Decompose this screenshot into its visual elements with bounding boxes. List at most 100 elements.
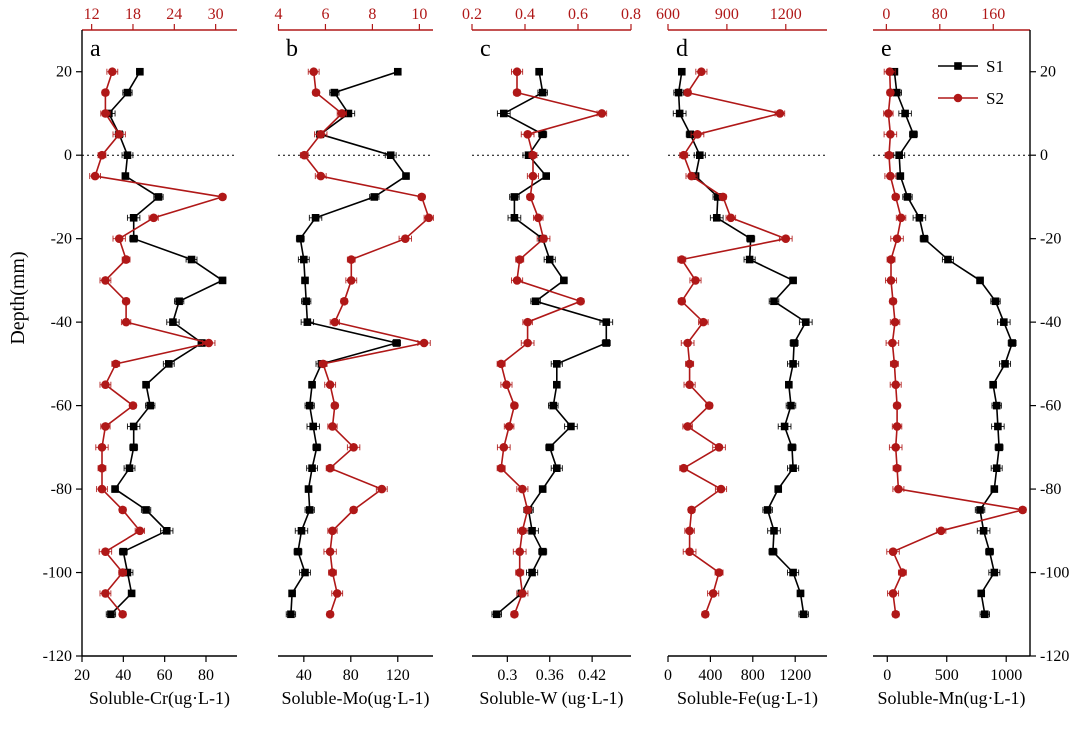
data-point-s2 (896, 213, 906, 223)
data-point-s2 (888, 547, 898, 556)
right-depth-tick-label: -120 (1040, 648, 1069, 665)
data-point-s2 (496, 359, 506, 369)
data-point-s2 (891, 380, 901, 390)
data-point-s2 (781, 234, 791, 243)
data-point-s2 (328, 526, 337, 536)
data-point-s1 (545, 255, 554, 264)
data-point-s1 (995, 443, 1003, 452)
data-point-s1 (785, 380, 793, 389)
data-point-s1 (677, 67, 686, 76)
data-point-s2 (888, 296, 898, 306)
series-line-s1 (496, 71, 608, 615)
data-point-s2 (97, 443, 107, 452)
depth-tick-label: -40 (51, 314, 72, 331)
data-point-s1 (175, 297, 183, 306)
data-point-s1 (129, 443, 138, 452)
data-point-s2 (330, 317, 340, 327)
data-point-s2 (108, 67, 117, 77)
top-tick-label: 8 (368, 6, 376, 23)
data-point-s2 (316, 130, 326, 139)
data-point-s1 (165, 360, 173, 368)
data-point-s1 (107, 610, 115, 619)
data-point-s1 (977, 589, 986, 598)
data-point-s1 (198, 339, 206, 347)
data-point-s1 (790, 339, 798, 347)
bottom-tick-label: 1200 (779, 667, 811, 684)
data-point-s2 (114, 130, 124, 139)
data-point-s2 (149, 213, 158, 223)
data-point-s1 (746, 234, 755, 243)
data-point-s1 (990, 485, 999, 493)
data-point-s1 (330, 88, 339, 97)
data-point-s1 (538, 547, 547, 556)
data-point-s1 (553, 380, 561, 389)
data-point-s2 (898, 568, 907, 577)
series-s1 (672, 67, 813, 619)
data-point-s1 (789, 568, 797, 577)
x-axis-title: Soluble-Cr(ug·L-1) (89, 688, 230, 709)
bottom-tick-label: 500 (935, 667, 959, 684)
data-point-s2 (685, 526, 694, 536)
panel-letter: d (676, 36, 688, 62)
data-point-s1 (895, 151, 903, 159)
data-point-s1 (162, 527, 171, 535)
data-point-s2 (892, 401, 902, 410)
data-point-s2 (886, 276, 896, 285)
depth-tick-label: -120 (43, 648, 72, 665)
series-s1 (890, 67, 1017, 619)
data-point-s1 (129, 422, 138, 431)
data-point-s1 (686, 130, 695, 139)
bottom-tick-label: 0.3 (497, 667, 517, 684)
data-point-s2 (111, 359, 121, 369)
x-axis-title: Soluble-W (ug·L-1) (479, 688, 623, 709)
data-point-s1 (146, 401, 154, 410)
data-point-s2 (349, 505, 358, 515)
data-point-s1 (154, 193, 163, 201)
data-point-s2 (691, 276, 700, 285)
data-point-s2 (523, 505, 532, 515)
data-point-s1 (796, 589, 805, 598)
data-point-s2 (121, 255, 131, 264)
data-point-s1 (510, 214, 519, 222)
data-point-s1 (296, 234, 305, 243)
data-point-s1 (121, 172, 130, 180)
bottom-tick-label: 1000 (990, 667, 1022, 684)
data-point-s1 (789, 360, 797, 368)
legend-marker-s2 (953, 93, 963, 103)
data-point-s1 (788, 443, 796, 452)
data-point-s1 (989, 380, 997, 389)
data-point-s1 (542, 172, 550, 180)
data-point-s1 (1001, 360, 1009, 368)
data-point-s1 (789, 276, 797, 285)
data-point-s2 (518, 589, 527, 598)
data-point-s1 (545, 443, 554, 452)
data-point-s2 (325, 463, 335, 473)
panel-b: 40 80 120 4 6 8 10 b Soluble-Mo(ug·L-1) (274, 6, 434, 709)
data-point-s2 (700, 609, 710, 619)
top-tick-label: 30 (208, 6, 224, 23)
data-point-s2 (325, 380, 335, 390)
top-tick-label: 0.6 (568, 6, 588, 23)
data-point-s2 (533, 213, 543, 223)
data-point-s1 (915, 214, 924, 222)
x-axis-title: Soluble-Mn(ug·L-1) (878, 688, 1026, 709)
top-tick-label: 80 (932, 6, 948, 23)
data-point-s2 (677, 296, 687, 306)
top-tick-label: 1200 (770, 6, 802, 23)
data-point-s2 (121, 296, 131, 306)
data-point-s1 (560, 276, 568, 285)
data-point-s1 (538, 130, 547, 139)
data-point-s1 (990, 568, 999, 577)
data-point-s2 (518, 484, 527, 494)
data-point-s2 (515, 255, 524, 264)
bottom-tick-label: 120 (386, 667, 410, 684)
data-point-s2 (101, 589, 110, 598)
data-point-s1 (142, 506, 150, 514)
data-point-s1 (528, 527, 536, 535)
bottom-tick-label: 800 (741, 667, 765, 684)
data-point-s1 (538, 485, 547, 493)
series-line-s2 (500, 71, 605, 615)
data-point-s2 (118, 568, 127, 577)
data-point-s1 (774, 485, 783, 493)
top-tick-label: 12 (84, 6, 100, 23)
